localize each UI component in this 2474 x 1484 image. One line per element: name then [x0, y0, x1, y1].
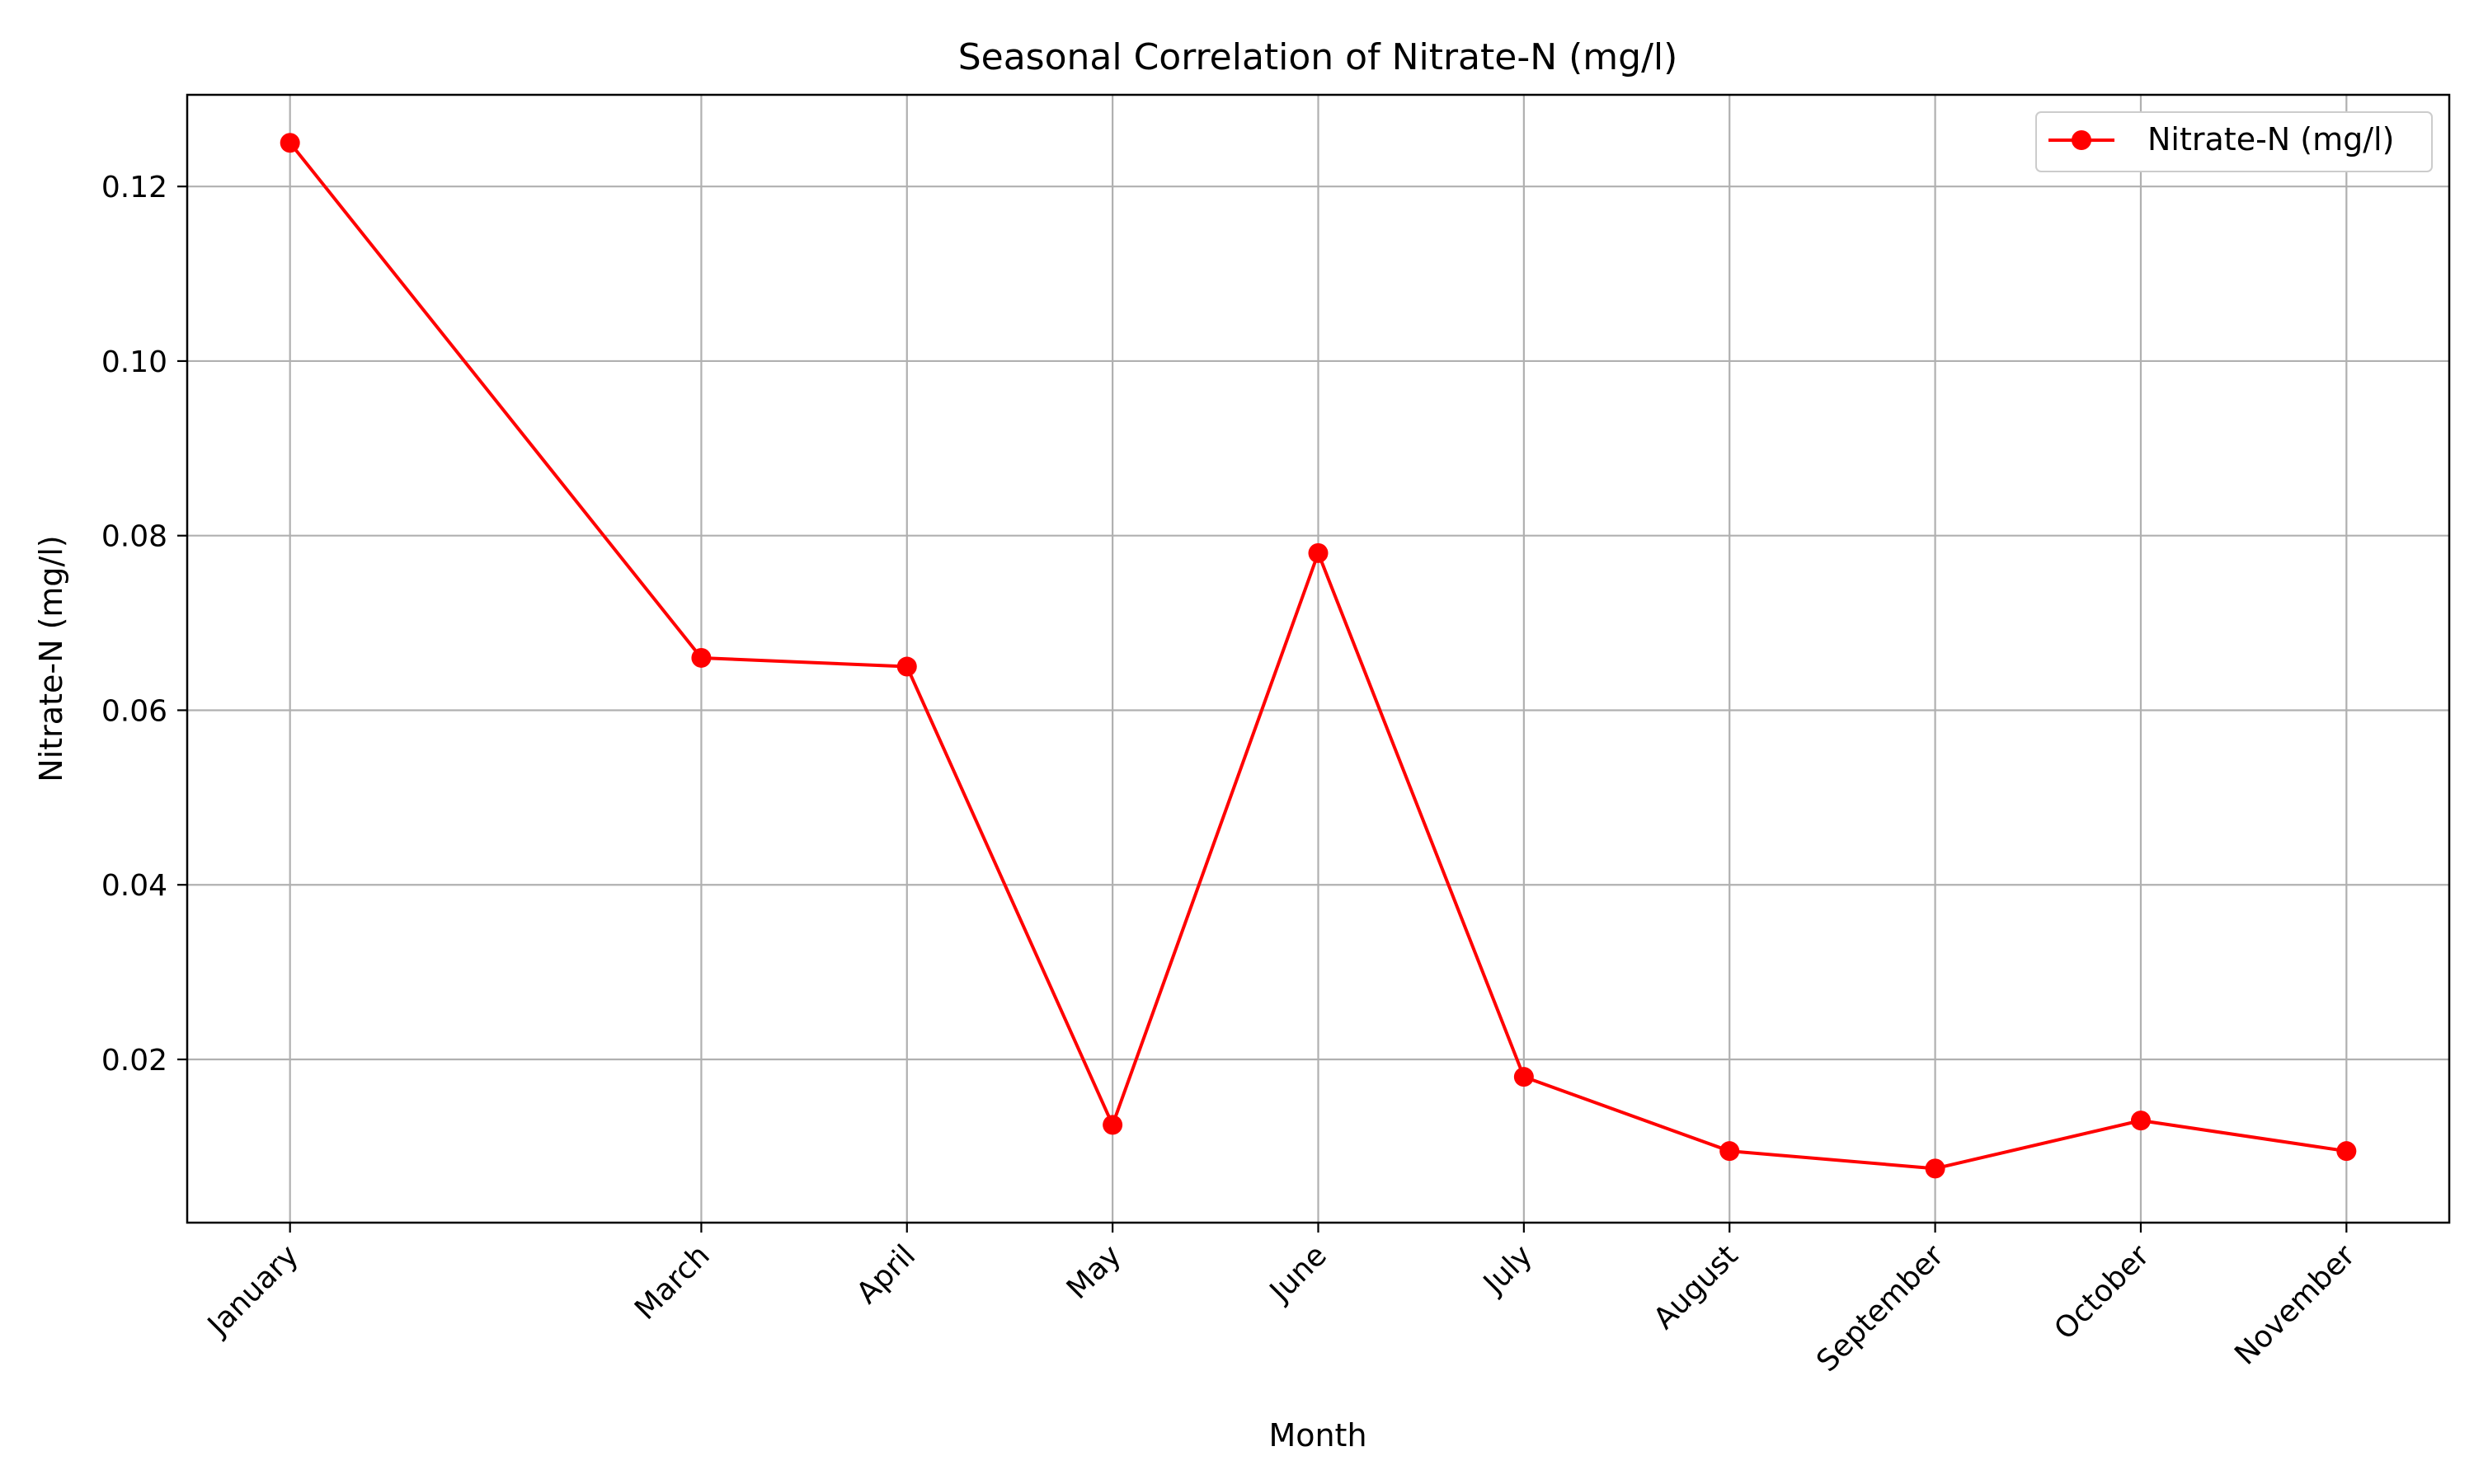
- series-layer: [280, 133, 2357, 1179]
- y-tick-label: 0.08: [101, 520, 167, 554]
- data-point-marker: [2336, 1141, 2357, 1162]
- grid-layer: [187, 95, 2449, 1223]
- y-tick-label: 0.10: [101, 345, 167, 379]
- series-line: [289, 141, 2347, 1171]
- x-axis-label: Month: [1268, 1417, 1366, 1453]
- data-point-marker: [280, 133, 300, 153]
- data-point-marker: [1308, 542, 1329, 563]
- data-point-marker: [896, 656, 917, 677]
- y-axis-label: Nitrate-N (mg/l): [33, 535, 69, 782]
- data-point-marker: [1925, 1158, 1945, 1179]
- y-tick-label: 0.06: [101, 694, 167, 728]
- legend-marker-swatch: [2072, 130, 2091, 150]
- data-point-marker: [691, 647, 712, 668]
- legend-label: Nitrate-N (mg/l): [2147, 121, 2394, 157]
- data-point-marker: [1103, 1115, 1123, 1135]
- data-point-marker: [1513, 1067, 1534, 1087]
- data-point-marker: [1719, 1141, 1740, 1162]
- legend: Nitrate-N (mg/l): [2035, 111, 2433, 172]
- y-tick-label: 0.12: [101, 171, 167, 204]
- chart-title: Seasonal Correlation of Nitrate-N (mg/l): [958, 36, 1678, 78]
- legend-box: [2035, 111, 2433, 172]
- y-tick-label: 0.02: [101, 1044, 167, 1078]
- data-point-marker: [2130, 1111, 2151, 1131]
- y-tick-label: 0.04: [101, 869, 167, 903]
